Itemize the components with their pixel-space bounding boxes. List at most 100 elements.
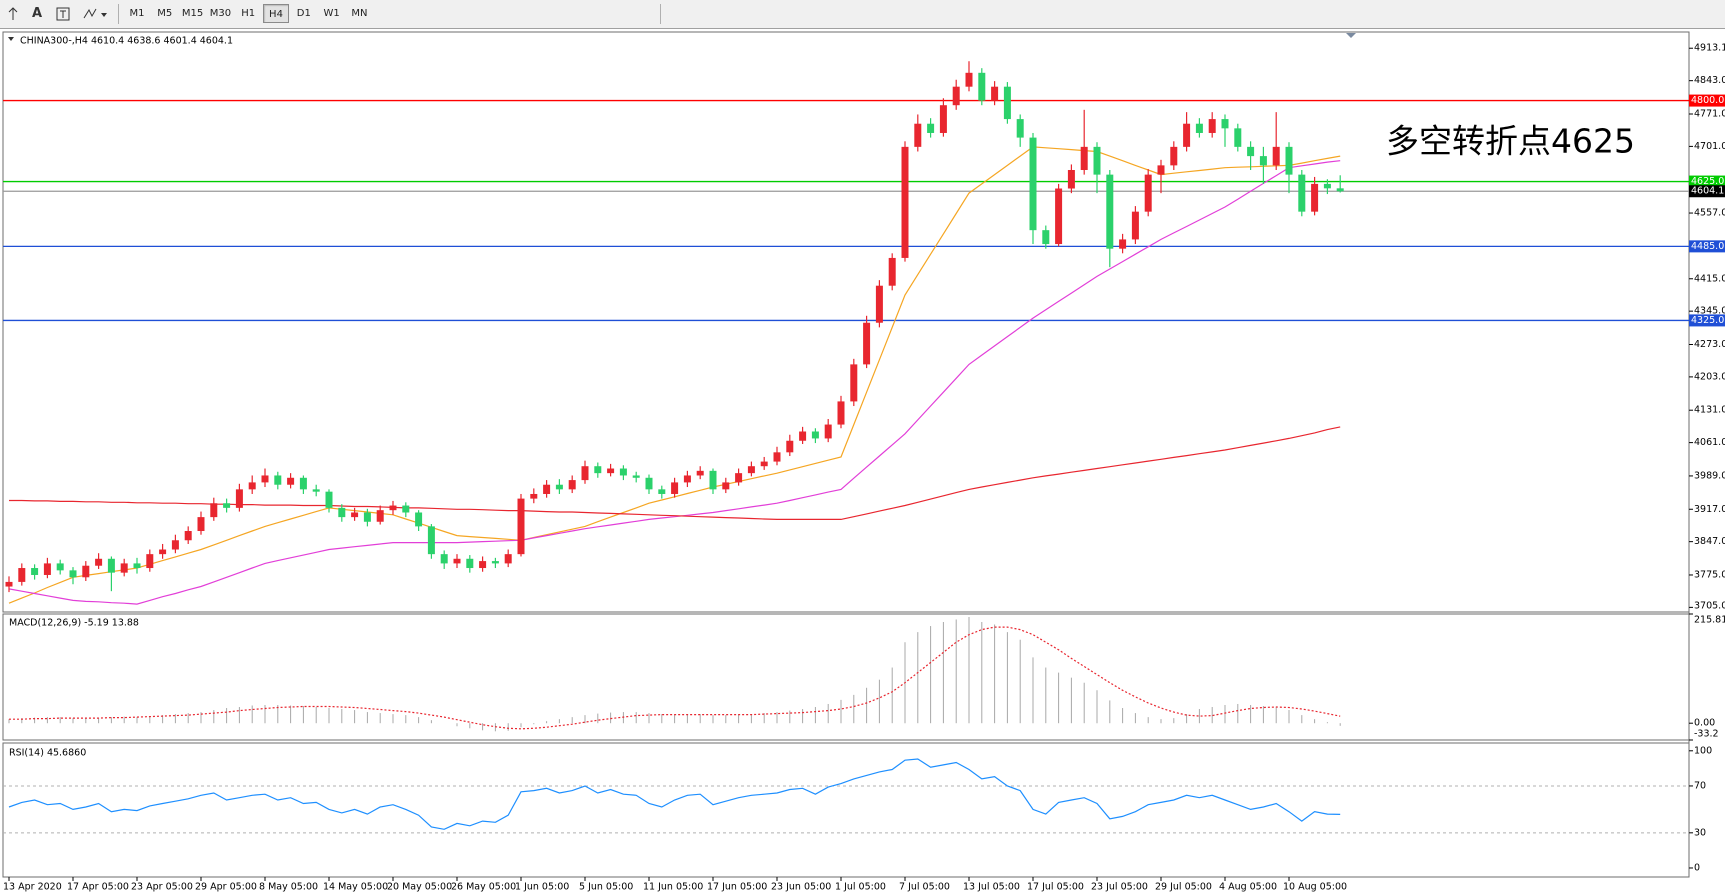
candle-body xyxy=(735,473,743,483)
price-label: 70 xyxy=(1694,780,1706,791)
candle-body xyxy=(1234,128,1242,147)
timeframe-button[interactable]: H4 xyxy=(263,4,289,23)
candle-body xyxy=(56,563,64,571)
x-tick-label: 1 Jul 05:00 xyxy=(835,882,886,893)
timeframe-button[interactable]: M1 xyxy=(129,8,145,19)
x-tick-label: 29 Apr 05:00 xyxy=(195,882,257,893)
candle-body xyxy=(171,540,179,550)
x-tick-label: 23 Jul 05:00 xyxy=(1091,882,1148,893)
candle-body xyxy=(107,558,115,573)
chart-header: CHINA300-,H4 4610.4 4638.6 4601.4 4604.1 xyxy=(20,36,233,47)
candle-body xyxy=(95,558,103,566)
toolbar-separator xyxy=(660,4,661,24)
candle-body xyxy=(31,568,39,575)
timeframe-button[interactable]: W1 xyxy=(323,8,340,19)
candle-body xyxy=(1298,174,1306,212)
crosshair-tool[interactable] xyxy=(2,4,24,24)
price-label: 4415.0 xyxy=(1694,273,1725,284)
candle-body xyxy=(351,512,359,518)
macd-signal xyxy=(9,626,1341,730)
candle-body xyxy=(1221,119,1229,129)
candle-body xyxy=(850,364,858,402)
x-tick-label: 23 Jun 05:00 xyxy=(771,882,831,893)
candle-body xyxy=(210,503,218,518)
timeframe-button[interactable]: M15 xyxy=(181,8,204,19)
price-label: 3917.0 xyxy=(1694,504,1725,515)
candle-body xyxy=(1323,183,1331,189)
candle-body xyxy=(1055,188,1063,245)
macd-panel-frame xyxy=(2,613,1690,741)
collapse-arrow xyxy=(8,37,14,41)
candle-body xyxy=(939,105,947,133)
x-tick-label: 11 Jun 05:00 xyxy=(643,882,703,893)
candle-body xyxy=(747,466,755,474)
moving-average xyxy=(8,160,1341,605)
candle-body xyxy=(555,484,563,490)
candle-body xyxy=(914,123,922,147)
candle-body xyxy=(1157,165,1165,175)
price-label: 4771.0 xyxy=(1694,108,1725,119)
x-tick-label: 13 Apr 2020 xyxy=(3,882,62,893)
price-tag-label: 4325.0 xyxy=(1691,315,1724,326)
x-tick-label: 10 Aug 05:00 xyxy=(1283,882,1347,893)
timeframe-button[interactable]: MN xyxy=(351,8,368,19)
x-tick-label: 20 May 05:00 xyxy=(387,882,452,893)
candle-body xyxy=(543,484,551,494)
candle-body xyxy=(1170,146,1178,166)
timeframe-button[interactable]: M5 xyxy=(157,8,173,19)
rsi-title: RSI(14) 45.6860 xyxy=(9,748,86,759)
price-label: 3775.0 xyxy=(1694,569,1725,580)
candle-body xyxy=(722,482,730,490)
candle-body xyxy=(120,563,128,573)
candle-body xyxy=(875,285,883,323)
candle-body xyxy=(491,561,499,564)
timeframe-button[interactable]: D1 xyxy=(296,8,311,19)
x-tick-label: 5 Jun 05:00 xyxy=(579,882,633,893)
candle-body xyxy=(197,517,205,532)
candle-body xyxy=(1106,174,1114,249)
candle-body xyxy=(632,475,640,478)
candle-body xyxy=(5,581,13,587)
timeframe-button[interactable]: M30 xyxy=(209,8,232,19)
price-label: -33.2 xyxy=(1694,729,1719,740)
timeframe-button[interactable]: H1 xyxy=(241,8,256,19)
main-panel-frame xyxy=(2,31,1690,613)
x-tick-label: 1 Jun 05:00 xyxy=(515,882,569,893)
candle-body xyxy=(504,554,512,564)
price-label: 0 xyxy=(1694,862,1700,873)
x-tick-label: 4 Aug 05:00 xyxy=(1219,882,1277,893)
x-tick-label: 17 Jul 05:00 xyxy=(1027,882,1084,893)
candle-body xyxy=(1208,119,1216,133)
candle-body xyxy=(184,531,192,541)
candle-body xyxy=(799,431,807,441)
candle-body xyxy=(427,526,435,555)
candle-body xyxy=(1119,239,1127,249)
label-tool[interactable] xyxy=(52,4,74,24)
annotation: 多空转折点4625 xyxy=(1386,122,1635,161)
candle-body xyxy=(786,440,794,453)
macd-title: MACD(12,26,9) -5.19 13.88 xyxy=(9,618,139,629)
price-tag xyxy=(1689,94,1725,107)
price-label: 4913.1 xyxy=(1694,43,1725,54)
candle-body xyxy=(299,477,307,490)
price-label: 3705.0 xyxy=(1694,601,1725,612)
candle-body xyxy=(683,475,691,483)
candle-body xyxy=(1247,146,1255,157)
price-tag-label: 4604.1 xyxy=(1691,186,1724,197)
x-tick-label: 29 Jul 05:00 xyxy=(1155,882,1212,893)
text-tool[interactable]: A xyxy=(31,6,43,21)
x-tick-label: 8 May 05:00 xyxy=(259,882,318,893)
candle-body xyxy=(312,489,320,492)
toolbar: A M1 M5 M15 M30 H1 H4 D1 W1 MN xyxy=(0,0,1725,29)
price-label: 4843.0 xyxy=(1694,75,1725,86)
candle-body xyxy=(991,86,999,101)
candle-body xyxy=(287,477,295,485)
candle-body xyxy=(1259,156,1267,166)
candle-body xyxy=(389,505,397,511)
shapes-tool[interactable] xyxy=(80,4,110,24)
candle-body xyxy=(530,493,538,499)
price-tag xyxy=(1689,175,1725,188)
x-tick-label: 17 Apr 05:00 xyxy=(67,882,129,893)
candle-body xyxy=(1311,183,1319,212)
